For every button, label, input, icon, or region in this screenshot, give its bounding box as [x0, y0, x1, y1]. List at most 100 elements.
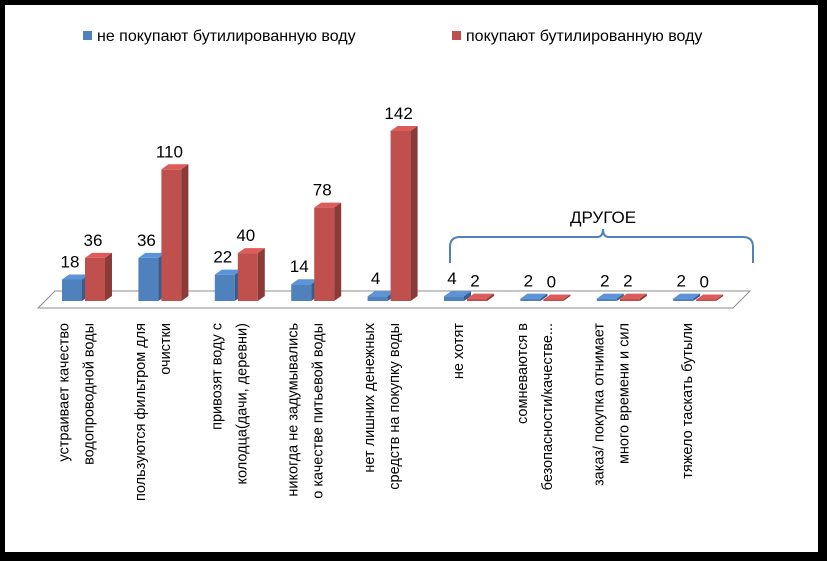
category-label-line: о качестве питьевой воды [311, 323, 327, 499]
category-label: тяжело таскать бутыли [680, 323, 696, 479]
bar-front [85, 257, 105, 301]
bar-top [673, 293, 701, 299]
bar-top [696, 294, 724, 300]
bar [85, 252, 112, 301]
bar-side [540, 293, 548, 301]
category-label-line: средств на покупку воды [387, 323, 403, 490]
bar [161, 164, 189, 301]
value-label: 2 [600, 272, 609, 291]
legend-swatch [452, 31, 461, 40]
other-group: ДРУГОЕ [449, 208, 754, 263]
category-label-line: никогда не задумывались [286, 323, 302, 497]
bar-top [138, 252, 166, 258]
legend-label: покупают бутилированную воду [466, 28, 702, 45]
bar-side [563, 294, 571, 301]
bar-front [214, 274, 235, 301]
value-label: 14 [290, 257, 309, 276]
group-label: ДРУГОЕ [570, 208, 636, 227]
value-label: 2 [470, 272, 479, 291]
category-label: никогда не задумывались о качестве питьев… [286, 323, 327, 499]
category-label-line: тяжело таскать бутыли [680, 323, 696, 479]
bar [696, 294, 724, 301]
value-label: 78 [313, 181, 332, 200]
bars [62, 126, 724, 301]
value-label: 142 [384, 104, 412, 123]
bar-front [161, 169, 182, 301]
bar-side [639, 293, 647, 301]
bar-front [596, 298, 617, 301]
bar-front [444, 296, 464, 301]
bar-front [467, 298, 487, 301]
bar-front [520, 298, 541, 301]
bar [291, 279, 319, 301]
bar-side [616, 293, 624, 301]
bar-front [367, 296, 388, 301]
bar-front [314, 207, 335, 301]
bar [543, 294, 571, 301]
category-label: не хотят [451, 323, 467, 379]
value-label: 40 [236, 226, 255, 245]
bar-front [390, 131, 411, 301]
category-label: пользуются фильтром для очистки [133, 323, 174, 501]
value-label: 36 [137, 231, 156, 250]
bar-chart: не покупают бутилированную воду покупают … [36, 28, 754, 501]
category-label-line: безопасности/качестве... [540, 323, 556, 490]
value-label: 2 [524, 272, 533, 291]
bar [237, 248, 265, 301]
bar-side [487, 293, 494, 301]
bar-top [85, 252, 112, 258]
category-label-line: водопроводной воды [82, 323, 98, 465]
value-label: 2 [676, 272, 685, 291]
bar-top [214, 269, 242, 275]
bar-side [693, 293, 701, 301]
value-label: 22 [213, 248, 232, 267]
legend: не покупают бутилированную воду покупают … [83, 28, 702, 45]
bar-top [291, 279, 319, 285]
bar-top [237, 248, 265, 254]
category-label: привозят воду с колодца(дачи, деревни) [209, 323, 250, 485]
bar [673, 293, 701, 301]
bar [62, 274, 89, 301]
bar [390, 126, 418, 301]
category-labels: устраивает качество водопроводной воды пол… [57, 322, 697, 501]
value-label: 4 [447, 269, 456, 288]
legend-label: не покупают бутилированную воду [97, 28, 356, 45]
category-label-line: не хотят [451, 323, 467, 379]
value-label: 36 [84, 231, 103, 250]
bar-top [161, 164, 189, 170]
bar-side [257, 248, 265, 301]
bar-front [291, 284, 312, 301]
bar [444, 291, 471, 301]
value-label: 18 [61, 252, 80, 271]
legend-swatch [83, 31, 92, 40]
bar-top [596, 293, 624, 299]
category-label-line: пользуются фильтром для [133, 323, 149, 501]
bar-side [410, 126, 418, 301]
bar-front [138, 257, 159, 301]
bar-side [716, 294, 724, 301]
bar [214, 269, 242, 301]
bar-front [619, 298, 640, 301]
category-label-line: заказ/ покупка отнимает [591, 323, 607, 486]
value-label: 110 [156, 142, 183, 161]
category-label-line: колодца(дачи, деревни) [234, 323, 250, 485]
group-brace [449, 228, 754, 263]
bar-front [673, 298, 694, 301]
category-label: устраивает качество водопроводной воды [57, 323, 98, 465]
bar-top [314, 202, 342, 208]
category-label-line: устраивает качество [57, 323, 73, 462]
category-label-line: очистки [158, 323, 174, 375]
bar-front [543, 299, 564, 301]
bar [314, 202, 342, 301]
value-label: 0 [699, 273, 708, 292]
bar-top [520, 293, 548, 299]
category-label: нет лишних денежных средств на покупку во… [362, 322, 403, 489]
category-label: заказ/ покупка отнимает много времени и с… [591, 323, 632, 486]
bar [596, 293, 624, 301]
bar-side [105, 252, 112, 301]
bar-side [464, 291, 471, 301]
value-label: 2 [623, 272, 632, 291]
bar-top [619, 293, 647, 299]
chart-frame: не покупают бутилированную воду покупают … [3, 3, 820, 554]
